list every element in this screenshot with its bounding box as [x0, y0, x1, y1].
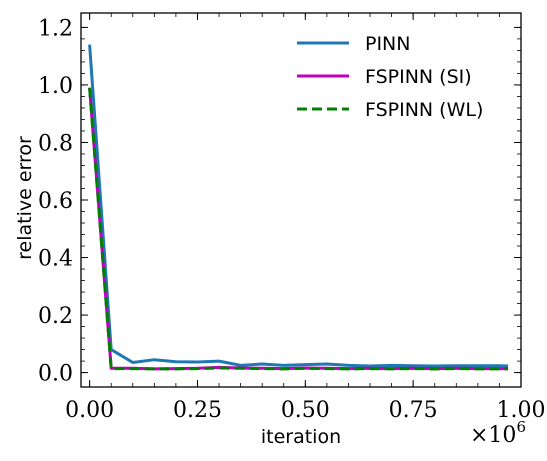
x-tick-label: 0.25 [173, 398, 222, 423]
legend: PINN FSPINN (SI) FSPINN (WL) [297, 33, 483, 121]
y-tick-label: 0.4 [38, 247, 73, 272]
x-tick-label: 1.00 [497, 398, 546, 423]
y-tick-label: 0.6 [38, 189, 73, 214]
series-line-pinn [88, 44, 509, 368]
y-tick-label: 0.2 [38, 304, 73, 329]
series-line-fspinn-wl [88, 87, 509, 371]
x-tick-label: 0.50 [281, 398, 330, 423]
series-line-fspinn-si [88, 87, 509, 371]
legend-label: FSPINN (SI) [365, 66, 472, 88]
series-layer [88, 44, 509, 371]
legend-label: PINN [365, 33, 411, 55]
x-axis: 0.00 0.25 0.50 0.75 1.00 [65, 13, 545, 423]
y-tick-label: 1.2 [38, 16, 73, 41]
y-tick-label: 0.0 [38, 362, 73, 387]
y-tick-label: 0.8 [38, 131, 73, 156]
plot-frame [80, 12, 522, 388]
y-tick-label: 1.0 [38, 74, 73, 99]
x-tick-label: 0.00 [65, 398, 114, 423]
legend-label: FSPINN (WL) [365, 99, 483, 121]
y-axis-label: relative error [14, 136, 36, 260]
y-axis: 0.0 0.2 0.4 0.6 0.8 1.0 1.2 [38, 16, 521, 387]
x-axis-offset: ×106 [470, 418, 526, 448]
x-tick-label: 0.75 [389, 398, 438, 423]
x-axis-label: iteration [261, 426, 341, 448]
